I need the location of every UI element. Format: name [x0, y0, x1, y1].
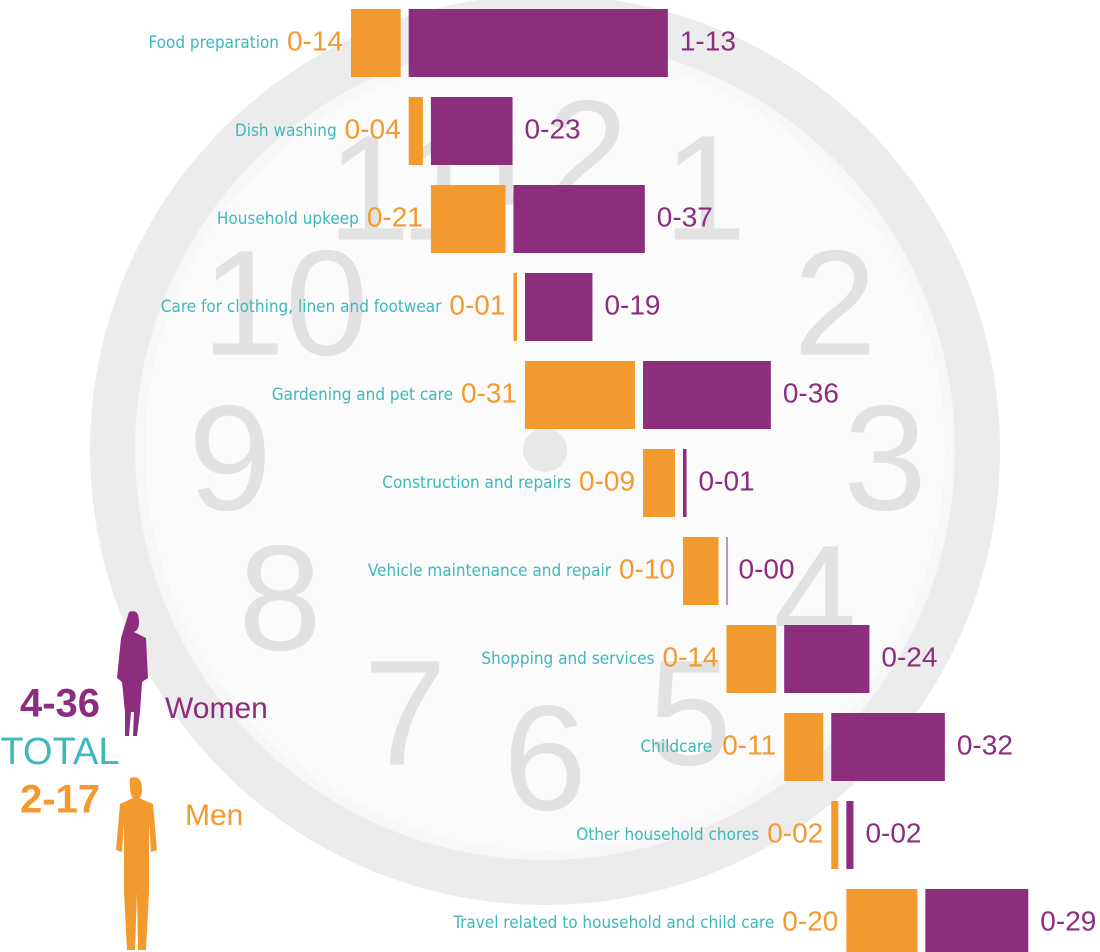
- women-icon: [117, 611, 148, 736]
- women-bar: [784, 625, 870, 693]
- women-value-label: 0-01: [699, 465, 755, 496]
- clock-numeral: 2: [793, 219, 876, 387]
- women-bar: [683, 449, 687, 517]
- men-bar: [831, 801, 839, 869]
- men-value-label: 0-10: [619, 553, 675, 584]
- women-value-label: 0-24: [881, 641, 937, 672]
- category-label: Construction and repairs: [382, 473, 571, 493]
- women-value-label: 0-32: [957, 729, 1013, 760]
- women-bar: [726, 537, 728, 605]
- category-label: Vehicle maintenance and repair: [368, 561, 612, 581]
- men-legend: Men: [185, 799, 243, 832]
- category-label: Care for clothing, linen and footwear: [161, 297, 442, 317]
- women-value-label: 0-29: [1040, 905, 1096, 936]
- men-value-label: 0-14: [662, 641, 718, 672]
- category-label: Travel related to household and child ca…: [452, 913, 774, 933]
- men-value-label: 0-11: [722, 729, 776, 760]
- clock-numeral: 10: [202, 219, 369, 387]
- bars: 0-14 Food preparation 1-13 0-04 Dish washing…: [148, 9, 1096, 952]
- men-bar: [525, 361, 636, 429]
- women-bar: [846, 801, 854, 869]
- men-total: 2-17: [20, 778, 100, 822]
- men-bar: [726, 625, 777, 693]
- legend: 4-36 TOTAL 2-17 Women Men: [1, 611, 268, 950]
- men-bar: [351, 9, 401, 77]
- clock-numeral: 7: [363, 629, 446, 797]
- category-label: Other household chores: [576, 825, 759, 845]
- women-value-label: 0-36: [783, 377, 839, 408]
- category-label: Food preparation: [148, 33, 279, 53]
- clock-numeral: 3: [843, 374, 926, 542]
- category-label: Gardening and pet care: [272, 385, 453, 405]
- women-value-label: 0-37: [657, 201, 713, 232]
- clock-center: [523, 428, 567, 472]
- category-label: Childcare: [640, 737, 712, 757]
- women-bar: [831, 713, 945, 781]
- clock-numeral: 9: [188, 374, 271, 542]
- clock-numeral: 6: [503, 674, 586, 842]
- men-value-label: 0-02: [767, 817, 823, 848]
- category-label: Shopping and services: [481, 649, 654, 669]
- men-bar: [430, 185, 506, 253]
- women-bar: [525, 273, 593, 341]
- men-value-label: 0-14: [287, 25, 343, 56]
- women-value-label: 1-13: [680, 25, 736, 56]
- category-label: Household upkeep: [217, 209, 359, 229]
- men-bar: [683, 537, 719, 605]
- men-icon: [116, 777, 157, 950]
- men-bar: [643, 449, 675, 517]
- women-bar: [643, 361, 771, 429]
- men-value-label: 0-04: [345, 113, 401, 144]
- women-legend: Women: [165, 692, 268, 725]
- men-bar: [846, 889, 918, 952]
- women-value-label: 0-02: [865, 817, 921, 848]
- men-value-label: 0-20: [782, 905, 838, 936]
- women-value-label: 0-19: [604, 289, 660, 320]
- women-value-label: 0-23: [525, 113, 581, 144]
- men-value-label: 0-01: [449, 289, 505, 320]
- women-total: 4-36: [20, 682, 100, 726]
- total-label: TOTAL: [1, 731, 120, 773]
- men-bar: [784, 713, 824, 781]
- men-value-label: 0-31: [461, 377, 517, 408]
- men-bar: [408, 97, 423, 165]
- men-bar: [513, 273, 517, 341]
- women-value-label: 0-00: [739, 553, 795, 584]
- clock-numeral: 5: [648, 629, 731, 797]
- men-value-label: 0-21: [367, 201, 423, 232]
- men-value-label: 0-09: [579, 465, 635, 496]
- category-label: Dish washing: [235, 121, 337, 141]
- women-bar: [430, 97, 513, 165]
- clock-numeral: 8: [238, 514, 321, 682]
- women-bar: [408, 9, 668, 77]
- women-bar: [925, 889, 1029, 952]
- clock-numeral: 1: [663, 104, 746, 272]
- women-bar: [513, 185, 645, 253]
